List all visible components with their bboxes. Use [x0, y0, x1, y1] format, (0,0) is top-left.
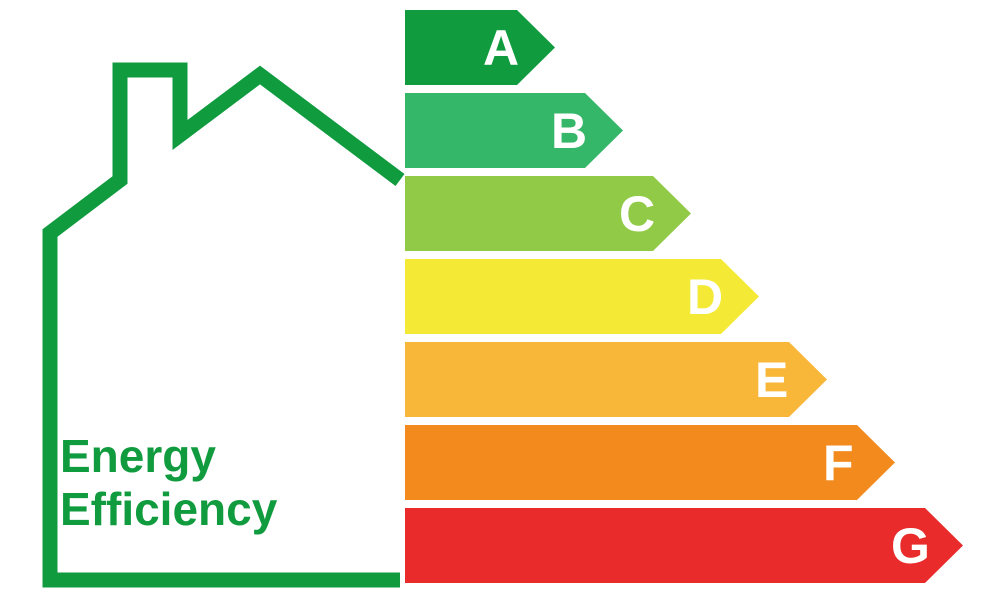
rating-bar-c: C [405, 176, 691, 251]
rating-letter-d: D [687, 268, 723, 326]
rating-bar-a: A [405, 10, 555, 85]
rating-bar-d: D [405, 259, 759, 334]
rating-letter-e: E [755, 351, 788, 409]
house-label: Energy Efficiency [60, 430, 277, 536]
rating-letter-f: F [823, 434, 854, 492]
rating-bar-g: G [405, 508, 963, 583]
rating-bar-e: E [405, 342, 827, 417]
rating-letter-a: A [483, 19, 519, 77]
rating-bar-b: B [405, 93, 623, 168]
house-label-line1: Energy [60, 430, 277, 483]
energy-efficiency-diagram: Energy Efficiency ABCDEFG [0, 0, 1000, 600]
rating-bar-f: F [405, 425, 895, 500]
rating-bars: ABCDEFG [405, 10, 963, 591]
rating-letter-c: C [619, 185, 655, 243]
rating-letter-g: G [891, 517, 930, 575]
house-label-line2: Efficiency [60, 483, 277, 536]
rating-letter-b: B [551, 102, 587, 160]
